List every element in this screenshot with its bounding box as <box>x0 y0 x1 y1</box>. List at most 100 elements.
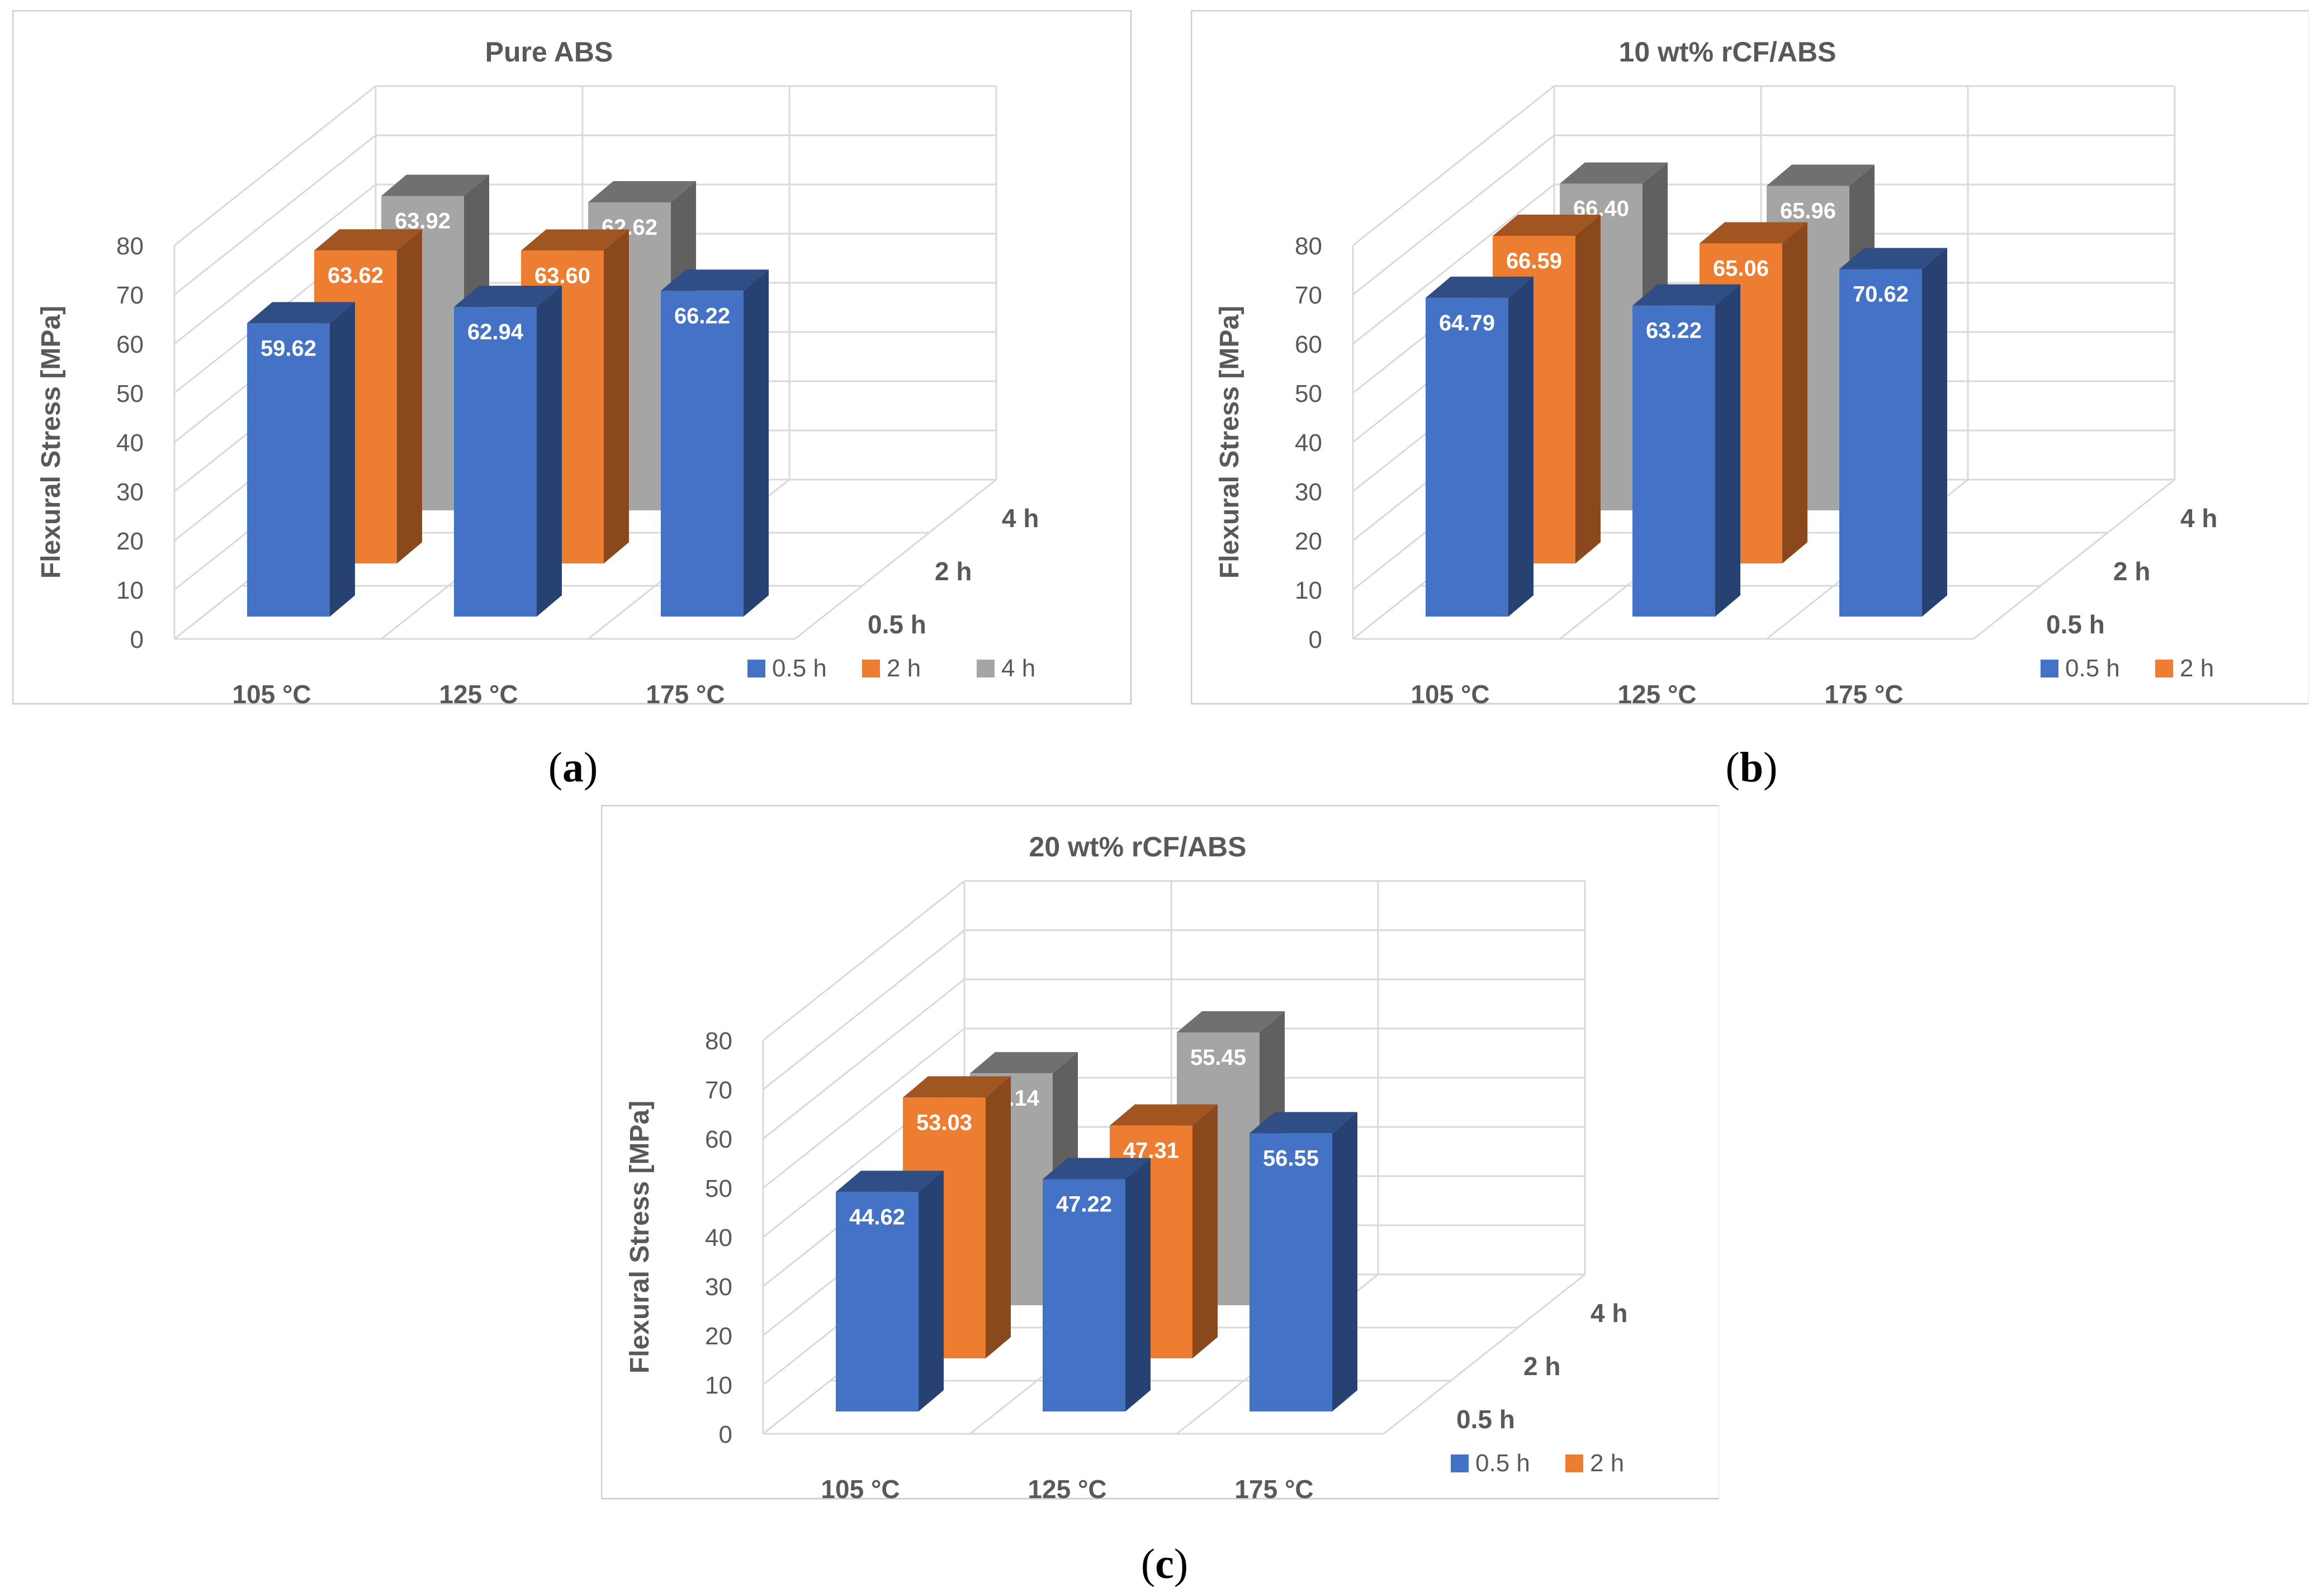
bar-top <box>970 1052 1078 1074</box>
legend-label: 2 h <box>1590 1449 1624 1477</box>
data-label: 56.55 <box>1263 1146 1319 1171</box>
depth-tick-label: 2 h <box>2113 557 2150 586</box>
bar <box>247 302 355 617</box>
bar-side <box>1508 276 1533 617</box>
legend-swatch <box>747 660 765 677</box>
bar-top <box>903 1076 1011 1098</box>
y-tick-label: 20 <box>116 528 144 555</box>
y-tick-label: 70 <box>705 1077 732 1104</box>
bar-side <box>1332 1112 1357 1411</box>
chart-panel-b: 10 wt% rCF/ABS 0 10 20 30 40 50 60 70 80 Flexural … <box>1191 10 2309 737</box>
legend-label: 4 h <box>1001 655 1035 682</box>
legend: 0.5 h 2 h 4 h <box>747 655 1035 682</box>
x-tick-label: 125 °C <box>1028 1475 1106 1504</box>
data-label: 47.22 <box>1056 1192 1112 1216</box>
y-tick-label: 20 <box>1295 528 1322 555</box>
bar-front <box>1839 269 1922 617</box>
chart-panel-a: Pure ABS 0 10 20 30 40 50 60 70 80 Flexural Stress… <box>12 10 1175 737</box>
bar-side <box>1575 215 1601 563</box>
x-tick-label: 125 °C <box>439 680 518 709</box>
bar-top <box>1767 164 1875 186</box>
bar-side <box>604 229 629 563</box>
y-tick-label: 30 <box>705 1273 732 1301</box>
chart-b-plot: 10 wt% rCF/ABS 0 10 20 30 40 50 60 70 80 Flexural … <box>1191 10 2309 709</box>
bar-side <box>986 1076 1011 1358</box>
legend-label: 0.5 h <box>2065 655 2120 682</box>
chart-c-plot: 20 wt% rCF/ABS 0 10 20 30 40 50 60 70 80 Flexural … <box>601 805 1719 1504</box>
bar-side <box>919 1171 944 1411</box>
legend: 0.5 h 2 h <box>2041 655 2214 682</box>
data-label: 53.03 <box>916 1110 972 1135</box>
bar-side <box>1192 1104 1218 1358</box>
y-tick-label: 70 <box>1295 282 1322 309</box>
bar-top <box>1560 162 1668 184</box>
bar <box>1249 1112 1357 1411</box>
bar <box>1632 284 1740 617</box>
bar <box>661 269 769 617</box>
bar-front <box>1249 1133 1332 1411</box>
data-label: 65.06 <box>1713 256 1769 281</box>
bar-top <box>521 229 629 251</box>
legend: 0.5 h 2 h <box>1451 1449 1624 1477</box>
chart-c: 20 wt% rCF/ABS 0 10 20 30 40 50 60 70 80 Flexural … <box>601 805 1719 1504</box>
caption-a-close: ) <box>584 744 598 791</box>
data-label: 63.60 <box>534 263 590 288</box>
bar <box>1043 1158 1151 1411</box>
chart-a: Pure ABS 0 10 20 30 40 50 60 70 80 Flexural Stress… <box>12 10 1132 709</box>
data-label: 64.79 <box>1439 311 1495 335</box>
y-tick-label: 60 <box>705 1126 732 1153</box>
bar-top <box>1043 1158 1151 1179</box>
chart-a-plot: Pure ABS 0 10 20 30 40 50 60 70 80 Flexural Stress… <box>12 10 1132 709</box>
legend-swatch <box>1565 1454 1583 1472</box>
x-tick-label: 105 °C <box>232 680 311 709</box>
bar-front <box>1043 1179 1125 1411</box>
caption-c-open: ( <box>1140 1541 1156 1588</box>
chart-title: 20 wt% rCF/ABS <box>1029 831 1247 863</box>
bar-front <box>1426 297 1508 617</box>
y-axis-label: Flexural Stress [MPa] <box>625 1101 655 1373</box>
caption-b-open: ( <box>1725 744 1740 791</box>
y-tick-label: 40 <box>705 1224 732 1252</box>
bar-side <box>397 229 422 563</box>
bar-front <box>247 323 330 617</box>
bar-top <box>1177 1011 1285 1033</box>
y-tick-label: 10 <box>705 1372 732 1399</box>
y-tick-label: 0 <box>130 626 144 653</box>
y-tick-label: 30 <box>1295 478 1322 506</box>
data-label: 63.22 <box>1646 319 1702 343</box>
y-tick-label: 10 <box>116 577 144 604</box>
bar-front <box>454 307 537 617</box>
x-tick-label: 175 °C <box>646 680 725 709</box>
gridline <box>794 478 997 640</box>
bar-top <box>1249 1112 1357 1134</box>
caption-a-letter: a <box>562 744 584 791</box>
y-tick-label: 20 <box>705 1323 732 1350</box>
chart-panel-c: 20 wt% rCF/ABS 0 10 20 30 40 50 60 70 80 Flexural … <box>601 805 1719 1532</box>
y-tick-label: 0 <box>719 1421 732 1448</box>
depth-tick-label: 2 h <box>1523 1352 1560 1381</box>
bar-top <box>247 302 355 324</box>
x-tick-label: 105 °C <box>821 1475 900 1504</box>
y-tick-label: 80 <box>1295 233 1322 260</box>
data-label: 66.22 <box>674 304 730 328</box>
bar-top <box>661 269 769 291</box>
bar-side <box>1782 222 1807 563</box>
bar-side <box>1922 248 1947 617</box>
bar-side <box>330 302 355 617</box>
caption-a: (a) <box>548 743 598 792</box>
caption-b-close: ) <box>1763 744 1778 791</box>
y-tick-label: 50 <box>705 1175 732 1202</box>
bar-side <box>537 286 562 617</box>
depth-tick-label: 0.5 h <box>868 610 926 639</box>
y-tick-label: 10 <box>1295 577 1322 604</box>
legend-label: 2 h <box>887 655 921 682</box>
bar-front <box>836 1192 919 1411</box>
legend-label: 2 h <box>2180 655 2214 682</box>
legend-label: 0.5 h <box>1475 1449 1530 1477</box>
chart-title: Pure ABS <box>485 36 613 68</box>
data-label: 55.45 <box>1190 1045 1246 1070</box>
x-tick-label: 175 °C <box>1824 680 1903 709</box>
caption-b: (b) <box>1726 743 1778 792</box>
